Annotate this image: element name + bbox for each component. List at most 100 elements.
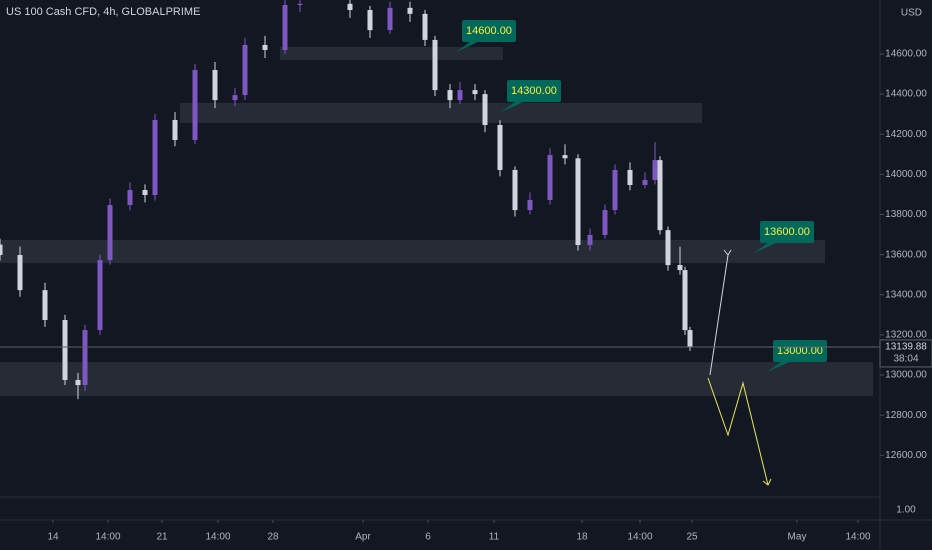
label-pointer	[767, 362, 789, 372]
x-tick-label: 11	[489, 532, 500, 543]
x-tick-label: 6	[425, 532, 431, 543]
y-tick-label: 14000.00	[885, 169, 927, 180]
countdown: 38:04	[893, 354, 918, 365]
candle-body	[0, 244, 3, 256]
y-tick-label: 14200.00	[885, 129, 927, 140]
y-tick-label: 14600.00	[885, 49, 927, 60]
candle-body	[42, 290, 48, 321]
candle-body	[512, 169, 518, 211]
zone-label: 13600.00	[764, 226, 810, 238]
zone-label: 14300.00	[511, 85, 557, 97]
zones	[0, 46, 873, 397]
candle-body	[347, 3, 353, 11]
candles	[0, 0, 693, 400]
candle-body	[432, 39, 438, 91]
candle-body	[407, 7, 413, 14]
x-tick-label: 21	[156, 532, 168, 543]
x-tick-label: 14	[47, 532, 59, 543]
candle-body	[17, 255, 23, 291]
candle-body	[387, 7, 393, 31]
x-tick-label: 18	[576, 532, 588, 543]
candle-body	[172, 119, 178, 141]
candle-body	[682, 270, 688, 331]
x-tick-label: 25	[686, 532, 698, 543]
zone	[180, 102, 702, 123]
candle-body	[232, 95, 238, 101]
x-tick-label: 14:00	[845, 532, 870, 543]
candle-body	[97, 260, 103, 331]
projection-down	[707, 377, 769, 486]
arrow-head	[723, 249, 732, 256]
last-price-label: 13139.88	[885, 342, 927, 353]
candle-body	[282, 5, 288, 50]
projection-up	[709, 254, 729, 376]
candle-body	[652, 160, 658, 180]
candle-body	[677, 265, 683, 271]
label-box	[507, 80, 561, 102]
candle-body	[82, 330, 88, 386]
candle-body	[665, 230, 671, 266]
candle-body	[472, 90, 478, 95]
x-tick-label: 14:00	[205, 532, 230, 543]
candle-body	[62, 320, 68, 381]
candle-body	[612, 169, 618, 211]
candle-body	[242, 44, 248, 96]
candle-body	[497, 125, 503, 170]
label-box	[773, 340, 827, 362]
x-tick-label: Apr	[355, 532, 371, 543]
candle-body	[262, 44, 268, 50]
last-price-box	[879, 339, 932, 368]
candle-body	[642, 179, 648, 185]
x-tick-label: 14:00	[627, 532, 652, 543]
y-tick-label: 13600.00	[885, 249, 927, 260]
y-tick-label: 13800.00	[885, 209, 927, 220]
label-pointer	[754, 243, 776, 253]
candle-body	[482, 94, 488, 126]
candle-body	[447, 90, 453, 101]
candle-body	[127, 190, 133, 206]
y-tick-label: 13200.00	[885, 330, 927, 341]
candle-body	[627, 169, 633, 185]
zone-label: 13000.00	[777, 345, 823, 357]
y-tick-label: 12600.00	[885, 450, 927, 461]
label-pointer	[501, 102, 523, 112]
arrow-head	[762, 478, 772, 486]
label-pointer	[456, 42, 478, 52]
candle-body	[457, 90, 463, 101]
y-tick-label: 13400.00	[885, 289, 927, 300]
candle-body	[575, 158, 581, 245]
candle-body	[422, 13, 428, 40]
x-tick-label: May	[788, 532, 807, 543]
candle-body	[107, 205, 113, 261]
candle-body	[192, 70, 198, 141]
x-tick-label: 14:00	[95, 532, 120, 543]
currency: USD	[901, 8, 922, 19]
label-box	[760, 221, 814, 243]
label-box	[462, 20, 516, 42]
candle-body	[297, 3, 303, 6]
lower-pane-tick: 1.00	[896, 505, 916, 516]
x-tick-label: 28	[267, 532, 279, 543]
candle-body	[587, 234, 593, 245]
overlay: 14600.00 14300.00 13600.00 13000.00 13139.88…	[0, 20, 932, 372]
candle-body	[142, 190, 148, 196]
candle-body	[212, 70, 218, 101]
candle-body	[527, 200, 533, 211]
chart-title: US 100 Cash CFD, 4h, GLOBALPRIME	[6, 6, 200, 18]
y-tick-label: 13000.00	[885, 370, 927, 381]
y-tick-label: 14400.00	[885, 89, 927, 100]
y-tick-label: 12800.00	[885, 410, 927, 421]
candle-body	[657, 160, 663, 231]
candle-body	[602, 210, 608, 235]
candle-body	[152, 119, 158, 196]
zone-label: 14600.00	[466, 25, 512, 37]
candle-body	[75, 380, 81, 386]
zone	[0, 362, 873, 397]
candle-body	[687, 330, 693, 347]
candle-body	[367, 10, 373, 31]
candle-body	[547, 155, 553, 201]
zone	[280, 46, 503, 60]
